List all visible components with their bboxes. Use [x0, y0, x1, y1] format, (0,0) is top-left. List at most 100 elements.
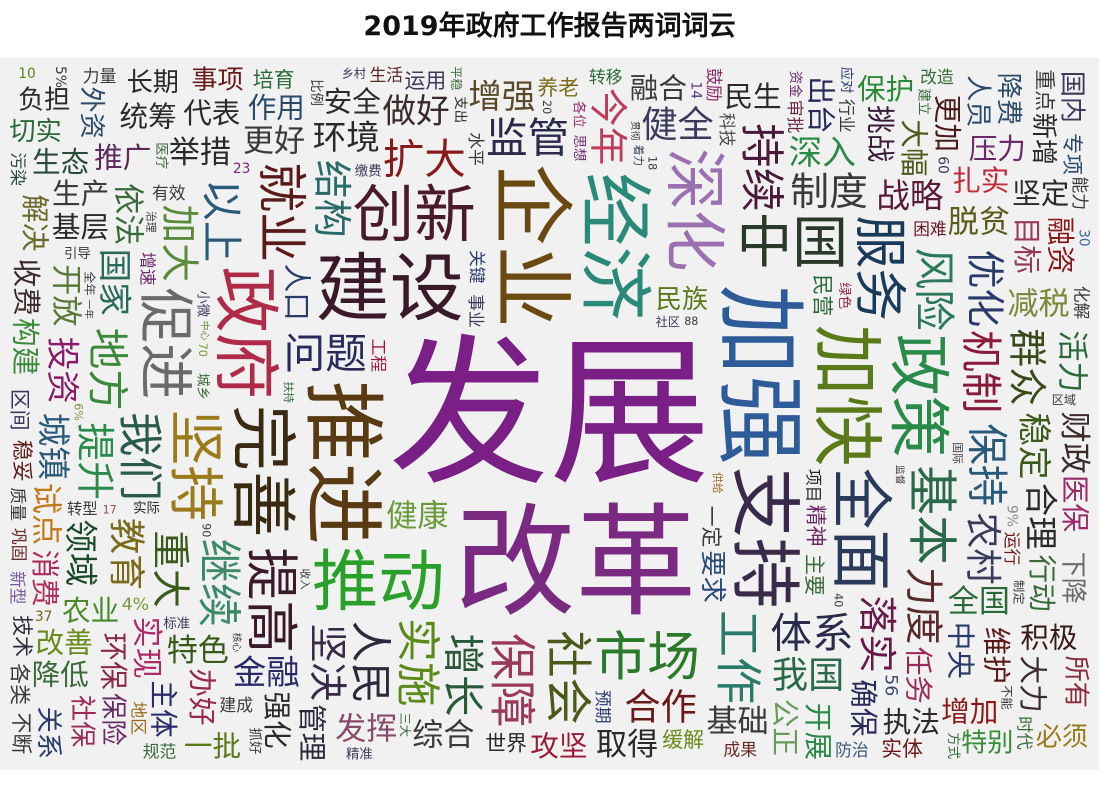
word-label: 医疗 [153, 142, 169, 169]
word-label: 坚定 [1012, 176, 1069, 210]
word-label: 保持 [963, 423, 1012, 506]
word-label: 行动 [1025, 554, 1059, 611]
word-label: 监管 [486, 114, 569, 163]
word-label: 困难 [913, 219, 947, 239]
word-label: 扶持 [282, 382, 295, 404]
word-label: 挑战 [863, 105, 897, 162]
word-label: 要求 [697, 550, 727, 602]
word-label: 生态 [32, 145, 89, 179]
word-label: 融合 [630, 71, 687, 105]
word-label: 实体 [881, 737, 923, 761]
word-label: 全年 [82, 271, 97, 295]
word-label: 新增 [1028, 113, 1058, 165]
word-label: 减税 [1007, 286, 1069, 322]
word-label: 环保 [96, 632, 130, 690]
word-label: 60 [935, 156, 951, 174]
word-label: 收费 [9, 258, 43, 315]
word-label: 风险 [910, 248, 959, 331]
word-label: 投资 [43, 337, 82, 404]
word-label: 改善 [35, 626, 92, 660]
word-label: 着力 [632, 145, 645, 166]
word-label: 综合 [412, 718, 474, 754]
word-label: 水平 [466, 132, 486, 166]
word-label: 巩固 [9, 528, 29, 562]
word-label: 合理 [1021, 483, 1060, 550]
word-label: 下降 [1058, 552, 1088, 604]
word-label: 运用 [405, 69, 447, 93]
word-label: 小微 [195, 290, 211, 317]
word-label: 转移 [589, 67, 623, 87]
word-label: 人民 [346, 621, 395, 704]
word-label: 环境 [313, 118, 380, 157]
word-label: 基本 [903, 465, 961, 565]
word-label: 能力 [1070, 177, 1090, 211]
word-label: 培育 [253, 68, 295, 92]
word-label: 开展 [801, 703, 835, 760]
word-label: 稳妥 [10, 440, 34, 482]
word-label: 事业 [466, 294, 486, 328]
word-label: 14 [688, 81, 704, 99]
word-label: 更好 [243, 123, 305, 159]
word-label: 保护 [857, 72, 914, 106]
word-label: 问题 [284, 329, 367, 378]
word-label: 6% [72, 403, 85, 421]
word-label: 社保 [67, 695, 97, 747]
word-label: 政策 [882, 334, 954, 457]
word-label: 4% [122, 595, 149, 615]
word-label: 人口 [280, 264, 314, 321]
word-label: 区间 [8, 389, 32, 431]
word-label: 结构 [308, 160, 353, 238]
word-label: 推动 [312, 543, 445, 621]
word-label: 合作 [624, 686, 696, 729]
word-label: 关键 [467, 250, 487, 284]
word-label: 重点 [1033, 69, 1057, 111]
word-label: 有效 [152, 183, 186, 203]
word-label: 以上 [197, 179, 246, 262]
word-label: 主要 [802, 554, 826, 596]
word-label: 降低 [32, 658, 89, 692]
word-label: 体系 [770, 608, 853, 657]
word-label: 关系 [33, 707, 63, 759]
word-label: 供给 [711, 472, 724, 494]
word-label: 不能 [1000, 685, 1014, 709]
word-label: 坚持 [162, 410, 227, 522]
word-label: 科技 [717, 113, 737, 147]
word-label: 力量 [83, 66, 117, 86]
word-label: 养老 [537, 76, 579, 100]
word-label: 生活 [370, 65, 404, 85]
word-label: 20 [540, 100, 553, 114]
word-label: 促进 [132, 288, 197, 400]
word-label: 保障 [484, 633, 539, 727]
word-label: 健康 [386, 498, 448, 534]
word-label: 质量 [8, 487, 28, 521]
word-label: 各位 [571, 101, 587, 128]
word-label: 新型 [8, 571, 28, 605]
word-label: 实施 [392, 618, 443, 707]
word-label: 防治 [835, 740, 869, 760]
word-label: 实现 [128, 616, 164, 678]
word-label: 经济 [571, 172, 657, 320]
word-label: 健全 [641, 103, 713, 146]
word-label: 安全 [324, 84, 381, 118]
word-label: 消费 [28, 550, 62, 607]
word-label: 制度 [790, 170, 868, 215]
word-label: 发展 [388, 321, 710, 508]
word-label: 改革 [454, 493, 696, 634]
word-label: 外资 [76, 86, 106, 138]
word-label: 支出 [452, 96, 468, 123]
word-label: 生产 [52, 177, 109, 211]
word-label: 缴费 [355, 163, 382, 179]
word-label: 出台 [804, 76, 838, 133]
word-label: 收入 [299, 569, 312, 591]
word-label: 支持 [723, 467, 806, 609]
word-label: 更加 [930, 95, 964, 152]
word-label: 发挥 [335, 712, 397, 748]
word-label: 乡村 [342, 67, 366, 81]
word-label: 思想 [571, 135, 587, 162]
word-label: 增速 [137, 252, 157, 286]
word-label: 特色 [167, 633, 229, 669]
word-label: 长期 [127, 68, 179, 98]
word-label: 今年 [585, 88, 630, 166]
word-label: 保险 [98, 693, 128, 745]
